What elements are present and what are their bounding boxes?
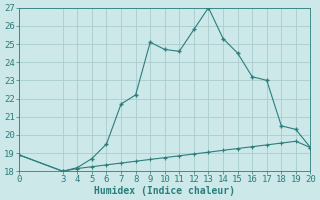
X-axis label: Humidex (Indice chaleur): Humidex (Indice chaleur) (94, 186, 235, 196)
